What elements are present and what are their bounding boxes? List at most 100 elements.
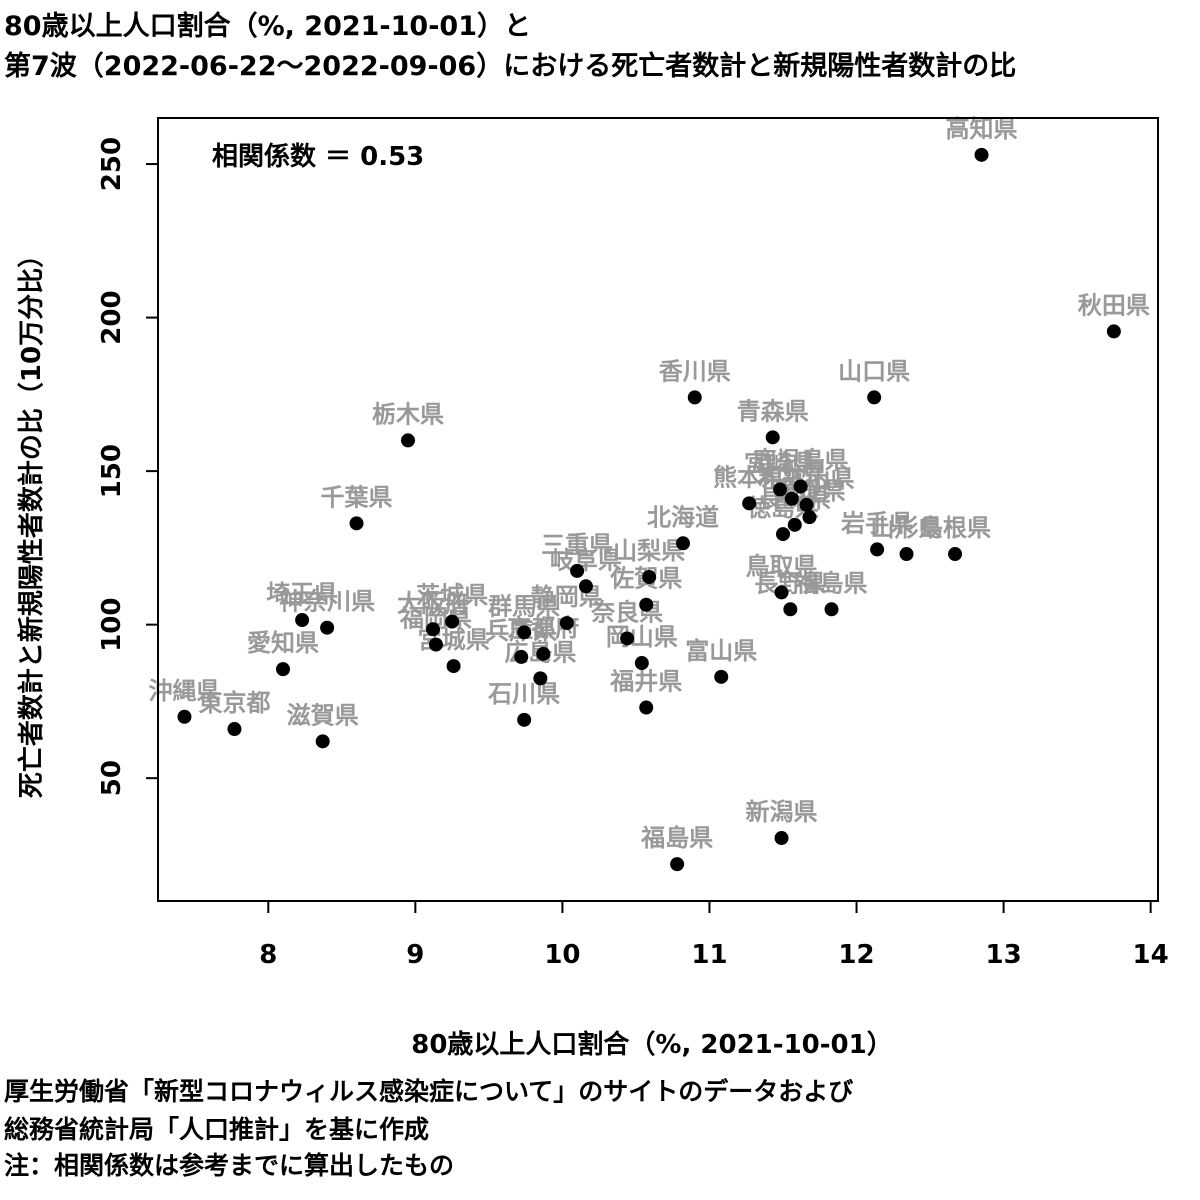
- data-point: [974, 147, 989, 162]
- data-point: [773, 482, 788, 497]
- scatter-plot: 高知県秋田県香川県山口県栃木県青森県熊本県宮崎県鹿児島県大分県和歌山県愛媛県長崎…: [16, 115, 1169, 1060]
- chart-title-line-2: 第7波（2022-06-22～2022-09-06）における死亡者数計と新規陽性…: [4, 51, 1017, 82]
- x-tick-label: 10: [544, 940, 580, 970]
- x-tick-label: 14: [1133, 940, 1169, 970]
- y-tick-label: 100: [97, 598, 127, 652]
- data-point: [799, 497, 814, 512]
- y-tick-label: 250: [97, 137, 127, 191]
- point-label: 宮崎県: [744, 450, 816, 478]
- data-point: [784, 491, 799, 506]
- data-point: [639, 700, 654, 715]
- point-label: 青森県: [737, 397, 809, 425]
- point-label: 山梨県: [613, 537, 685, 565]
- point-label: 山口県: [838, 357, 910, 385]
- x-axis-label: 80歳以上人口割合（%, 2021-10-01）: [411, 1029, 892, 1060]
- data-point: [517, 625, 532, 640]
- source-note-3: 注：相関係数は参考までに算出したもの: [4, 1151, 455, 1180]
- point-label: 岐阜県: [550, 546, 622, 574]
- data-point: [867, 390, 882, 405]
- data-point: [870, 542, 885, 557]
- point-label: 大阪府: [397, 589, 469, 617]
- data-point: [295, 613, 310, 628]
- data-point: [578, 579, 593, 594]
- data-point: [446, 659, 461, 674]
- data-point: [620, 631, 635, 646]
- point-label: 香川県: [659, 357, 731, 385]
- data-point: [401, 433, 415, 448]
- point-label: 岩手県: [840, 509, 913, 537]
- data-point: [802, 510, 817, 525]
- data-point: [687, 390, 702, 405]
- point-label: 埼玉県: [266, 580, 338, 608]
- point-label: 岡山県: [606, 623, 678, 651]
- correlation-annotation: 相関係数 ＝ 0.53: [212, 142, 424, 172]
- point-label: 石川県: [487, 680, 560, 708]
- data-point: [559, 616, 574, 631]
- data-point: [570, 563, 585, 578]
- point-label: 群馬県: [488, 592, 560, 620]
- point-label: 神奈川県: [279, 588, 375, 616]
- data-point: [1106, 324, 1121, 339]
- data-point: [774, 585, 789, 600]
- data-point: [783, 602, 798, 617]
- point-label: 三重県: [541, 531, 613, 559]
- point-label: 鳥取県: [746, 552, 818, 580]
- point-label: 滋賀県: [287, 701, 359, 729]
- point-label: 新潟県: [746, 798, 818, 826]
- data-point: [276, 662, 290, 677]
- data-point: [177, 709, 192, 724]
- y-tick-label: 200: [97, 290, 127, 344]
- data-point: [533, 671, 548, 686]
- data-point: [517, 712, 532, 727]
- y-tick-label: 50: [97, 760, 127, 796]
- source-note-1: 厚生労働省「新型コロナウィルス感染症について」のサイトのデータおよび: [4, 1077, 854, 1106]
- point-label: 富山県: [685, 637, 757, 665]
- data-point: [634, 656, 649, 671]
- data-point: [824, 602, 839, 617]
- point-label: 北海道: [647, 503, 719, 531]
- point-label: 鹿児島県: [753, 446, 849, 474]
- point-label: 熊本県: [713, 463, 785, 491]
- data-point: [426, 622, 440, 637]
- source-note-2: 総務省統計局「人口推計」を基に作成: [4, 1115, 430, 1144]
- data-point: [445, 614, 460, 629]
- point-label: 栃木県: [372, 400, 444, 428]
- x-axis: 8 9 10 11 12 13 14: [259, 901, 1169, 970]
- point-label: 長野県: [754, 569, 826, 597]
- point-label: 高知県: [946, 115, 1018, 143]
- data-point: [899, 547, 914, 562]
- data-point: [793, 479, 808, 494]
- point-label: 福島県: [795, 569, 868, 597]
- point-label: 島根県: [919, 514, 991, 542]
- point-label: 千葉県: [321, 483, 393, 511]
- point-label: 東京都: [198, 689, 270, 717]
- data-point: [536, 646, 551, 661]
- data-point: [948, 547, 963, 562]
- data-point: [670, 857, 685, 872]
- data-point: [514, 649, 529, 664]
- y-axis-label: 死亡者数計と新規陽性者数計の比（10万分比）: [16, 242, 47, 798]
- x-tick-label: 8: [259, 940, 277, 970]
- data-point: [787, 517, 802, 532]
- point-label: 沖縄県: [148, 677, 220, 705]
- point-label: 福島県: [640, 824, 713, 852]
- point-label: 大分県: [756, 459, 828, 487]
- point-label: 山形県: [871, 514, 943, 542]
- data-point: [227, 722, 242, 737]
- data-point: [742, 496, 757, 511]
- data-point: [320, 620, 335, 635]
- data-point: [776, 527, 790, 542]
- x-tick-label: 12: [838, 940, 874, 970]
- point-label: 愛知県: [247, 629, 319, 657]
- data-point: [639, 597, 654, 612]
- x-tick-label: 11: [691, 940, 727, 970]
- data-point: [676, 536, 690, 551]
- data-points: [177, 147, 1121, 872]
- data-point: [428, 637, 443, 652]
- data-point: [774, 831, 789, 846]
- data-point: [315, 734, 330, 749]
- data-point: [642, 570, 657, 585]
- plot-frame: [157, 117, 1159, 902]
- data-point: [765, 430, 780, 445]
- x-tick-label: 9: [406, 940, 424, 970]
